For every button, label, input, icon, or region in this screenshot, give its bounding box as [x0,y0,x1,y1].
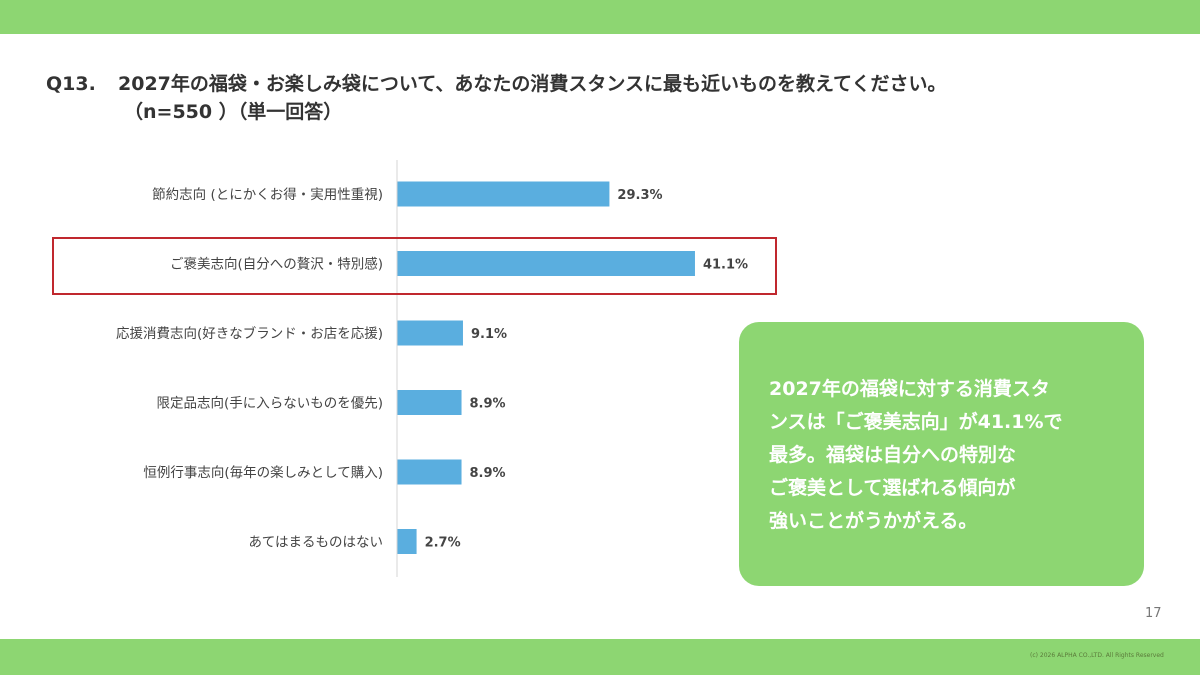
highlight-box [52,237,777,295]
category-label: 応援消費志向(好きなブランド・お店を応援) [116,325,383,342]
category-label: 限定品志向(手に入らないものを優先) [156,396,383,412]
bar [397,390,462,415]
value-label: 8.9% [470,466,506,481]
bar [397,251,695,276]
category-label: ご褒美志向(自分への贅沢・特別感) [170,256,383,273]
value-label: 2.7% [425,536,461,551]
bottom-band [0,639,1200,675]
value-label: 41.1% [703,258,748,273]
category-label: 節約志向 (とにかくお得・実用性重視) [152,186,383,203]
category-label: 恒例行事志向(毎年の楽しみとして購入) [143,465,383,481]
bar [397,320,463,346]
page-number: 17 [1145,606,1162,621]
question-sample-note: （n=550 ）（単一回答） [124,101,343,123]
callout-line: 最多。福袋は自分への特別な [769,444,1017,466]
value-label: 29.3% [617,188,662,203]
question-number: Q13. [46,73,96,95]
top-band [0,0,1200,34]
callout-line: ンスは「ご褒美志向」が41.1%で [769,411,1063,433]
copyright-text: (c) 2026 ALPHA CO.,LTD. All Rights Reser… [1030,652,1164,659]
value-label: 9.1% [471,327,507,342]
bar [397,529,417,554]
summary-callout-text: 2027年の福袋に対する消費スタ ンスは「ご褒美志向」が41.1%で 最多。福袋… [769,373,1129,538]
category-label: あてはまるものはない [249,535,383,551]
callout-line: 強いことがうかがえる。 [769,510,978,532]
callout-line: ご褒美として選ばれる傾向が [769,477,1016,499]
bar [397,459,462,485]
callout-line: 2027年の福袋に対する消費スタ [769,378,1050,400]
bar [397,181,610,207]
value-label: 8.9% [470,397,506,412]
summary-callout [739,322,1144,586]
question-text: 2027年の福袋・お楽しみ袋について、あなたの消費スタンスに最も近いものを教えて… [118,73,947,95]
